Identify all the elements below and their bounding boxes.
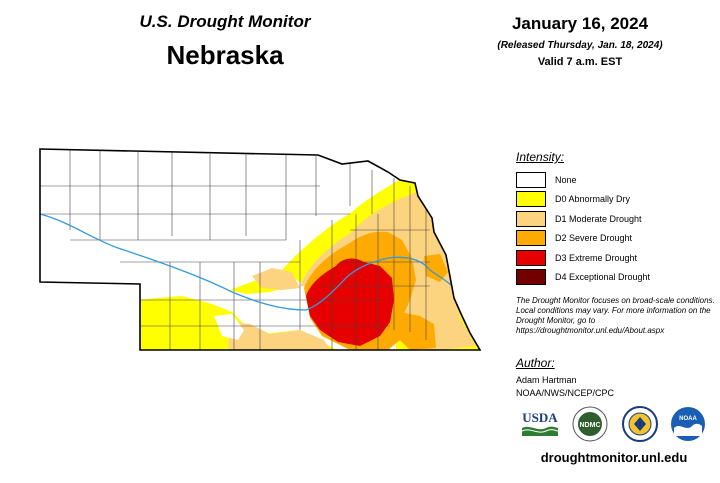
legend-item-none: None — [516, 170, 716, 190]
d1-southwest — [228, 322, 332, 350]
legend-label: D1 Moderate Drought — [555, 213, 642, 224]
legend-swatch — [516, 191, 546, 208]
state-title: Nebraska — [166, 40, 284, 70]
disclaimer-note: The Drought Monitor focuses on broad-sca… — [516, 296, 715, 335]
legend-item-d0: D0 Abnormally Dry — [516, 190, 716, 210]
valid-time: Valid 7 a.m. EST — [537, 56, 623, 68]
legend-title: Intensity: — [516, 150, 565, 164]
legend-label: D4 Exceptional Drought — [555, 272, 651, 283]
d2-east — [424, 254, 448, 282]
legend: Intensity: None D0 Abnormally Dry D1 Mod… — [516, 150, 716, 287]
legend-label: None — [555, 174, 577, 185]
legend-swatch — [516, 230, 546, 247]
noaa-logo-text: NOAA — [679, 416, 697, 422]
author-org: NOAA/NWS/NCEP/CPC — [516, 388, 615, 398]
legend-swatch — [516, 171, 546, 188]
partner-logos: USDA NDMC NOAA — [520, 406, 710, 446]
d2-south — [400, 312, 436, 350]
legend-item-d1: D1 Moderate Drought — [516, 209, 716, 229]
none-southwest-patch — [214, 314, 244, 340]
legend-label: D2 Severe Drought — [555, 233, 633, 244]
ndmc-logo: NDMC — [572, 406, 608, 442]
legend-item-d2: D2 Severe Drought — [516, 229, 716, 249]
program-title: U.S. Drought Monitor — [139, 12, 311, 31]
website-url[interactable]: droughtmonitor.unl.edu — [540, 450, 688, 465]
legend-item-d4: D4 Exceptional Drought — [516, 268, 716, 288]
usda-logo-text: USDA — [522, 410, 558, 425]
map-date: January 16, 2024 — [511, 14, 649, 33]
author-heading: Author: — [516, 356, 555, 370]
legend-swatch — [516, 249, 546, 266]
d1-west — [252, 268, 300, 290]
ndmc-logo-text: NDMC — [580, 422, 601, 429]
release-date: (Released Thursday, Jan. 18, 2024) — [497, 40, 663, 51]
noaa-logo: NOAA — [671, 407, 705, 441]
d3-area — [306, 258, 394, 346]
legend-swatch — [516, 269, 546, 286]
platte-river — [39, 213, 453, 311]
doc-seal-logo — [622, 406, 658, 442]
author-name: Adam Hartman — [516, 375, 577, 385]
usda-logo: USDA — [521, 410, 558, 436]
state-outline — [39, 148, 482, 351]
legend-label: D3 Extreme Drought — [555, 252, 638, 263]
legend-swatch — [516, 210, 546, 227]
legend-label: D0 Abnormally Dry — [555, 194, 631, 205]
legend-item-d3: D3 Extreme Drought — [516, 248, 716, 268]
